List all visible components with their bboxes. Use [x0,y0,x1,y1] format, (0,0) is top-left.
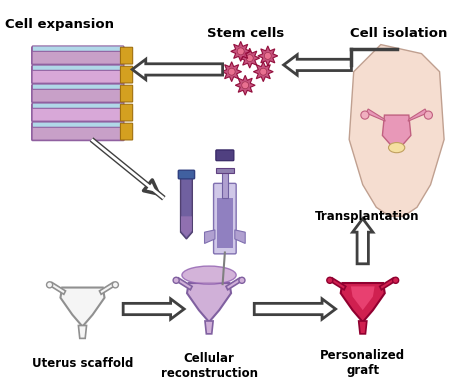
Point [220,282,226,287]
Circle shape [242,82,249,89]
Circle shape [112,282,118,288]
Polygon shape [181,176,192,239]
Circle shape [264,53,271,59]
Polygon shape [187,283,231,322]
FancyBboxPatch shape [32,65,124,70]
Polygon shape [366,109,385,121]
Text: Uterus scaffold: Uterus scaffold [32,357,133,370]
Polygon shape [349,45,444,216]
Polygon shape [380,278,395,290]
Bar [217,198,233,248]
Circle shape [239,277,245,283]
Polygon shape [353,219,373,264]
Polygon shape [100,283,115,294]
Polygon shape [383,115,411,152]
Text: Cellular
reconstruction: Cellular reconstruction [161,352,257,379]
FancyBboxPatch shape [214,183,236,254]
Polygon shape [235,75,255,95]
Polygon shape [222,62,242,82]
Circle shape [237,48,244,55]
Polygon shape [408,109,427,121]
Circle shape [260,68,267,75]
Polygon shape [253,62,273,82]
Line: 2 pts: 2 pts [223,252,225,284]
Polygon shape [359,321,367,334]
Point [222,250,228,255]
Polygon shape [231,42,251,61]
Ellipse shape [182,266,236,284]
Polygon shape [123,299,184,319]
Polygon shape [235,230,245,243]
Polygon shape [177,278,192,290]
Ellipse shape [389,143,405,153]
FancyBboxPatch shape [216,150,234,161]
FancyBboxPatch shape [32,66,124,83]
Polygon shape [132,59,223,80]
FancyBboxPatch shape [178,170,195,179]
Bar [216,168,234,173]
Polygon shape [78,325,87,338]
FancyBboxPatch shape [120,66,133,83]
FancyBboxPatch shape [32,103,124,108]
FancyBboxPatch shape [120,47,133,64]
FancyBboxPatch shape [120,104,133,121]
Polygon shape [330,278,346,290]
FancyBboxPatch shape [32,84,124,89]
Polygon shape [351,287,374,310]
Circle shape [246,54,253,62]
FancyBboxPatch shape [32,46,124,51]
Polygon shape [258,46,278,66]
FancyBboxPatch shape [32,122,124,127]
Polygon shape [204,230,215,243]
Text: Personalized
graft: Personalized graft [320,349,405,377]
Text: Cell expansion: Cell expansion [5,18,114,31]
FancyBboxPatch shape [32,123,124,140]
FancyBboxPatch shape [120,85,133,102]
Circle shape [327,277,333,283]
FancyBboxPatch shape [32,85,124,102]
Text: Cell isolation: Cell isolation [350,27,447,40]
FancyBboxPatch shape [120,123,133,140]
Circle shape [392,277,399,283]
Circle shape [361,111,369,119]
Circle shape [173,277,179,283]
Polygon shape [61,288,104,327]
Polygon shape [283,55,351,75]
Polygon shape [240,48,260,68]
Polygon shape [50,283,65,294]
Circle shape [46,282,53,288]
Bar [222,171,228,198]
Polygon shape [181,216,192,237]
Circle shape [228,68,235,75]
Circle shape [424,111,432,119]
Polygon shape [341,283,385,322]
Polygon shape [254,299,336,319]
Polygon shape [226,278,241,290]
Polygon shape [205,321,213,334]
FancyBboxPatch shape [32,47,124,64]
Text: Transplantation: Transplantation [315,210,419,223]
Text: Stem cells: Stem cells [207,27,284,40]
FancyBboxPatch shape [32,104,124,122]
